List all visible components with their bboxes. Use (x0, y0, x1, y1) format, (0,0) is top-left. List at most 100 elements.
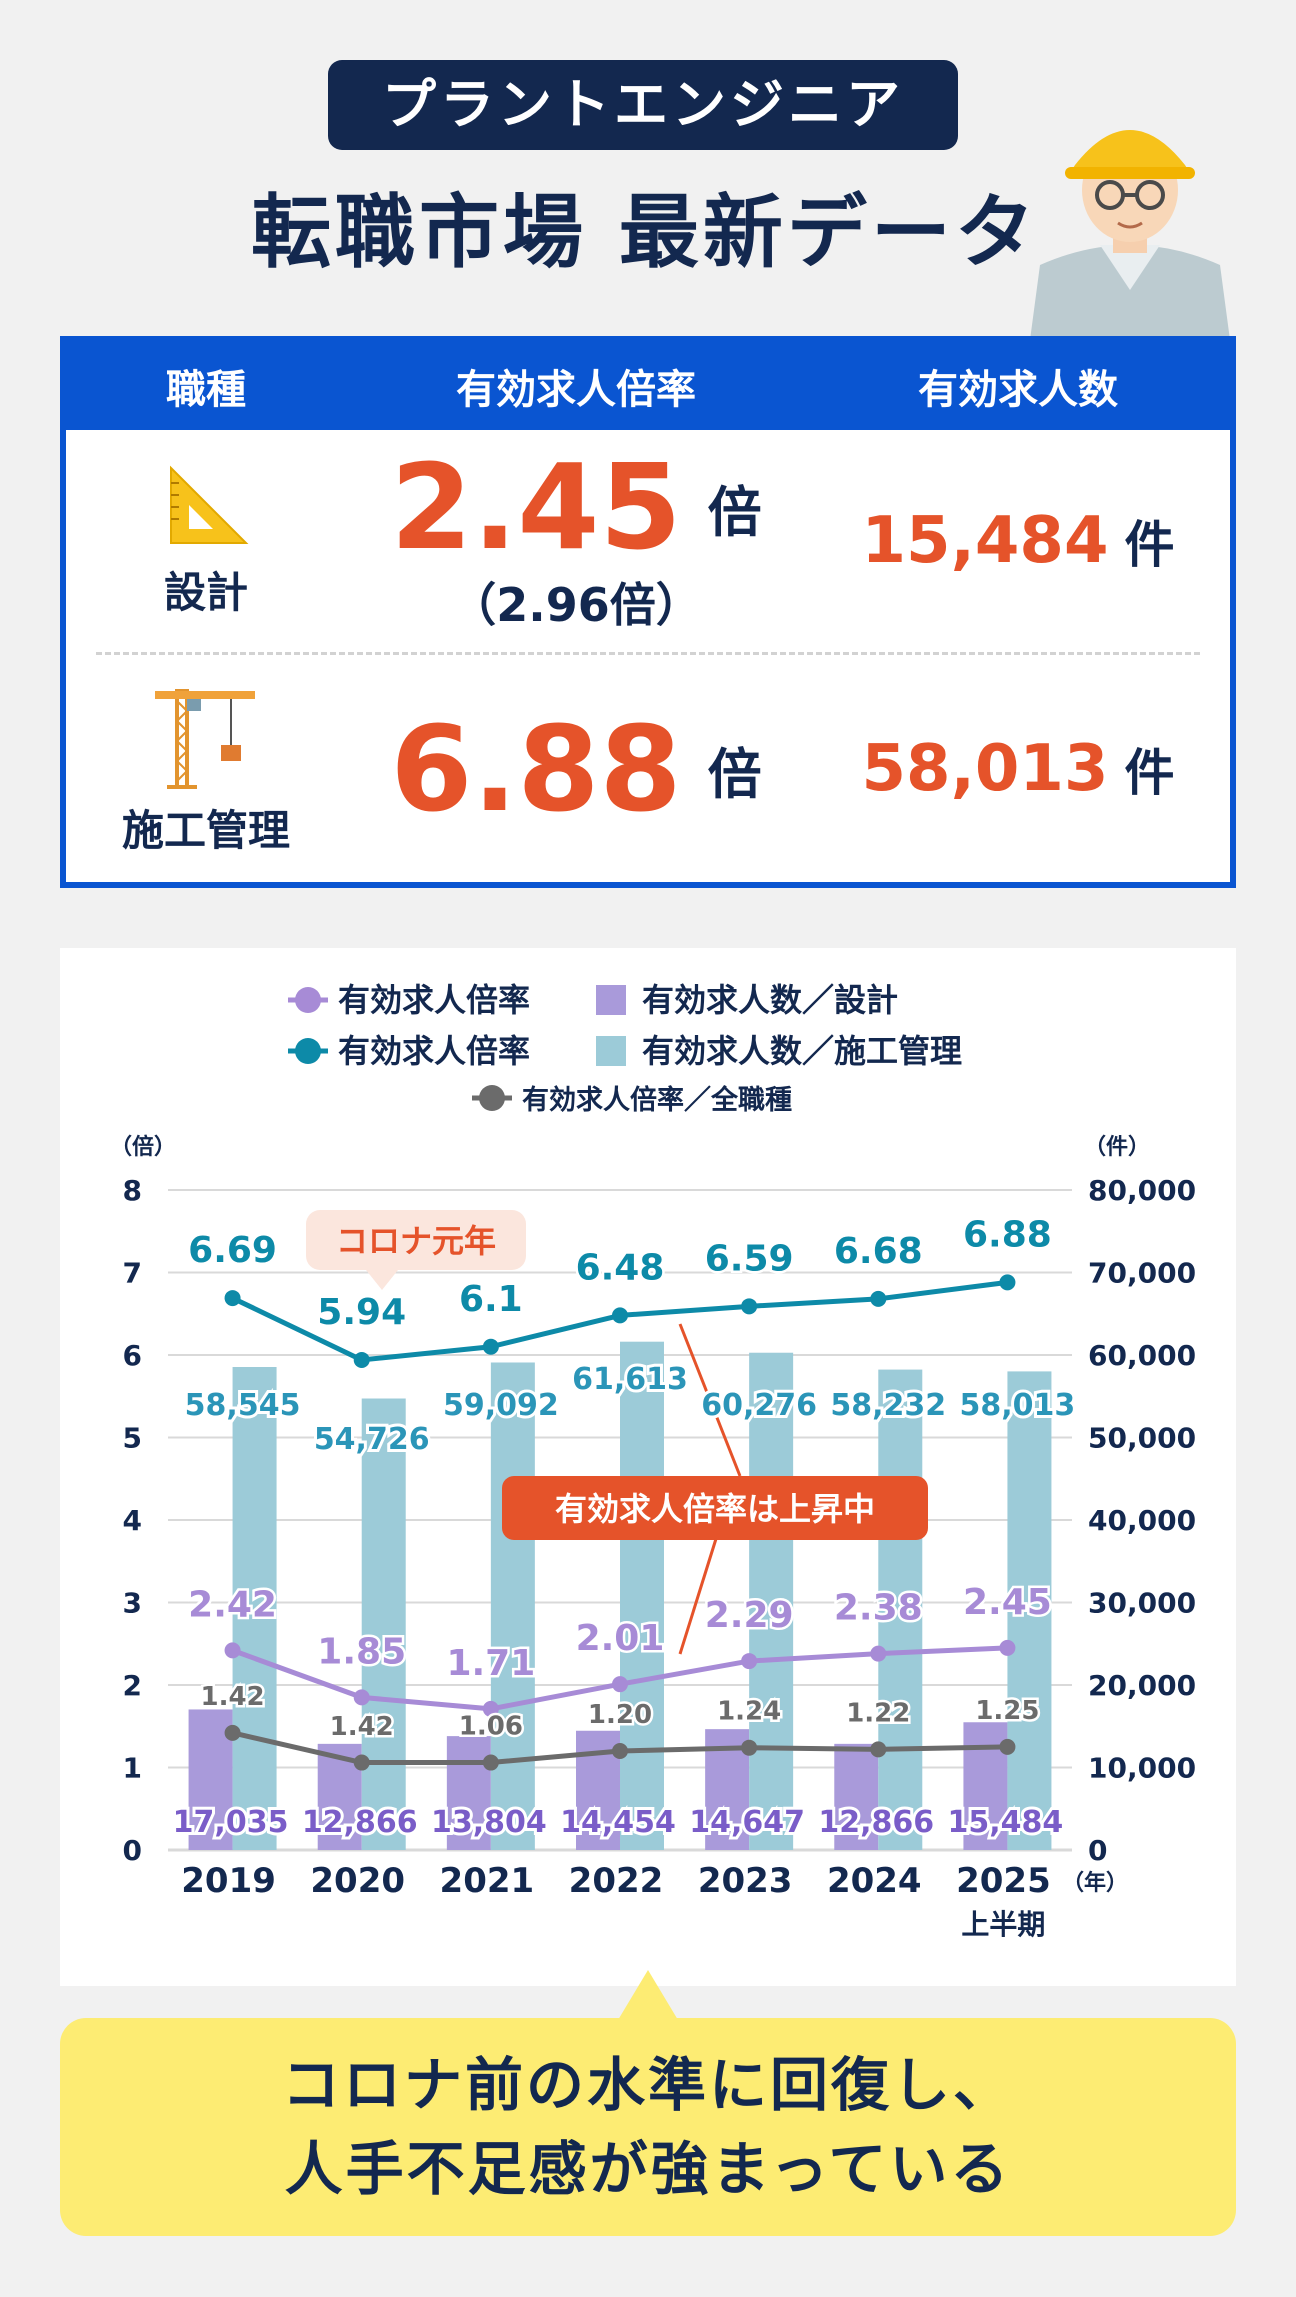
conclusion-line-1: コロナ前の水準に回復し、 (281, 2051, 1014, 2119)
data-point (482, 1700, 499, 1717)
data-point (870, 1290, 887, 1307)
count-unit: 件 (1124, 516, 1175, 574)
y-right-tick-label: 30,000 (1088, 1587, 1196, 1620)
conclusion-bubble: コロナ前の水準に回復し、 人手不足感が強まっている (60, 2018, 1236, 2236)
legend-marker-icon (295, 1038, 321, 1064)
data-point (353, 1689, 370, 1706)
y-right-tick-label: 0 (1088, 1834, 1107, 1867)
annotation-box (306, 1210, 526, 1270)
y-right-tick-label: 10,000 (1088, 1752, 1196, 1785)
line-value-label: 6.69 (188, 1230, 277, 1271)
y-left-tick-label: 1 (123, 1752, 142, 1785)
x-tick-label: 2024 (827, 1861, 922, 1901)
y-right-tick-label: 40,000 (1088, 1504, 1196, 1537)
data-point (482, 1754, 499, 1771)
x-tick-label: 2025 (956, 1861, 1051, 1901)
legend-label: 有効求人数／設計 (642, 981, 898, 1019)
bar-value-label: 54,726 (314, 1422, 430, 1457)
summary-row-construction: 施工管理 6.88 倍 58,013 件 (66, 656, 1230, 882)
line-value-label: 6.88 (963, 1214, 1052, 1255)
header: プラントエンジニア 転職市場 最新データ (0, 0, 1296, 340)
bar-value-label: 12,866 (818, 1805, 934, 1840)
data-point (224, 1290, 241, 1307)
line-value-label: 1.25 (975, 1696, 1039, 1726)
data-point (870, 1741, 887, 1758)
header-ratio: 有効求人倍率 (456, 367, 696, 413)
line-value-label: 6.1 (459, 1279, 523, 1320)
legend-label: 有効求人倍率 (338, 981, 530, 1019)
bar-value-label: 17,035 (173, 1805, 289, 1840)
bar (232, 1367, 277, 1850)
bar-value-label: 58,013 (960, 1388, 1076, 1423)
bar-value-label: 60,276 (701, 1388, 817, 1423)
y-left-tick-label: 5 (123, 1422, 142, 1455)
category-badge: プラントエンジニア (328, 60, 958, 150)
legend-bar-swatch (596, 985, 626, 1015)
line-value-label: 1.20 (588, 1700, 652, 1730)
data-point (741, 1298, 758, 1315)
row-divider (96, 652, 1200, 655)
data-point (870, 1645, 887, 1662)
count-unit: 件 (1124, 744, 1175, 802)
line-value-label: 6.48 (576, 1247, 665, 1288)
engineer-illustration-icon (1030, 130, 1230, 340)
legend-marker-icon (295, 987, 321, 1013)
x-tick-label: 2020 (310, 1861, 405, 1901)
bubble-pointer (618, 1970, 678, 2020)
line-value-label: 2.38 (834, 1588, 923, 1629)
bar-value-label: 12,866 (302, 1805, 418, 1840)
y-left-tick-label: 2 (123, 1669, 142, 1702)
data-point (353, 1754, 370, 1771)
x-tick-label: 2022 (569, 1861, 664, 1901)
y-left-tick-label: 0 (123, 1834, 142, 1867)
ratio-unit: 倍 (707, 742, 762, 806)
y-left-tick-label: 7 (123, 1257, 142, 1290)
y-left-tick-label: 6 (123, 1339, 142, 1372)
x-tick-label: 2019 (181, 1861, 276, 1901)
bar-value-label: 13,804 (431, 1805, 547, 1840)
line-value-label: 1.06 (459, 1712, 523, 1742)
annotation-label: コロナ元年 (336, 1222, 496, 1260)
y-left-unit: （倍） (110, 1134, 176, 1160)
line-value-label: 1.24 (717, 1697, 781, 1727)
legend-label: 有効求人倍率 (338, 1032, 530, 1070)
data-point (612, 1676, 628, 1693)
bar-value-label: 15,484 (948, 1805, 1064, 1840)
chart-card: 有効求人倍率 有効求人数／設計 有効求人倍率 有効求人数／施工管理 有効求人倍率／全職種… (60, 948, 1236, 1986)
header-role: 職種 (166, 367, 246, 413)
annotation-label: 有効求人倍率は上昇中 (555, 1490, 875, 1528)
line-value-label: 6.68 (834, 1231, 923, 1272)
y-right-tick-label: 50,000 (1088, 1422, 1196, 1455)
bar-value-label: 58,545 (185, 1388, 301, 1423)
header-count: 有効求人数 (918, 367, 1118, 413)
line-value-label: 6.59 (705, 1238, 794, 1279)
x-tick-sublabel: 上半期 (961, 1908, 1045, 1941)
bar-value-label: 58,232 (830, 1388, 946, 1423)
data-point (353, 1351, 370, 1368)
data-point (612, 1307, 628, 1324)
x-tick-label: 2023 (698, 1861, 793, 1901)
annotation-pointer (366, 1270, 398, 1290)
bar-value-label: 59,092 (443, 1388, 559, 1423)
y-right-tick-label: 60,000 (1088, 1339, 1196, 1372)
line-value-label: 1.22 (846, 1698, 910, 1728)
bar-value-label: 14,647 (689, 1805, 805, 1840)
y-right-unit: （件） (1084, 1135, 1150, 1160)
role-label: 設計 (163, 567, 248, 617)
data-point (999, 1639, 1016, 1656)
annotation-line (678, 1525, 722, 1655)
line-value-label: 1.71 (446, 1643, 535, 1684)
ratio-value: 6.88 (390, 700, 682, 838)
ratio-sub-value: （2.96倍） (450, 578, 702, 632)
data-point (741, 1739, 758, 1756)
annotation-box (502, 1476, 928, 1540)
line-value-label: 1.42 (200, 1682, 264, 1712)
y-right-tick-label: 20,000 (1088, 1669, 1196, 1702)
y-left-tick-label: 8 (123, 1174, 142, 1207)
summary-row-design: 設計 2.45 倍 （2.96倍） 15,484 件 (66, 430, 1230, 652)
role-label: 施工管理 (121, 805, 290, 855)
legend-label: 有効求人倍率／全職種 (522, 1084, 792, 1116)
bar (834, 1743, 879, 1850)
line-value-label: 2.42 (188, 1584, 277, 1625)
